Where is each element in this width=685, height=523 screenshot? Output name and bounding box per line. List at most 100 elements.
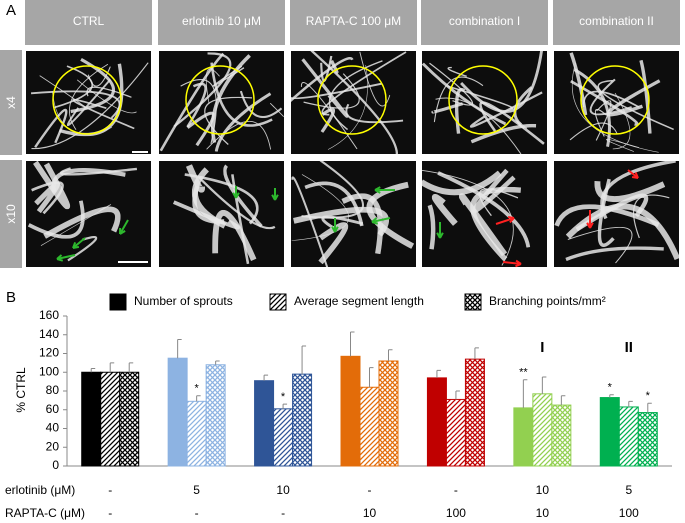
frame — [157, 159, 286, 269]
vessel — [433, 104, 463, 112]
vessel — [421, 173, 499, 192]
vessel — [206, 69, 219, 104]
legend-label: Average segment length — [294, 294, 424, 308]
error-bar — [369, 367, 374, 388]
arrow-head — [271, 194, 279, 201]
vessel — [68, 237, 96, 260]
vessel — [294, 210, 386, 235]
roi-circle — [448, 65, 518, 135]
vessel — [322, 109, 334, 132]
arrow — [495, 217, 515, 225]
vessel — [216, 94, 270, 152]
y-tick-label: 0 — [52, 458, 59, 472]
vessel — [194, 186, 224, 221]
vessel — [290, 84, 382, 99]
arrow-head — [374, 186, 381, 194]
frame — [289, 159, 418, 269]
vessel — [572, 63, 659, 152]
bar — [426, 377, 447, 467]
column-header: erlotinib 10 μM — [182, 14, 261, 28]
arrow-head — [331, 226, 339, 233]
arrow-head — [56, 254, 64, 262]
vessel — [595, 109, 606, 136]
group-label: I — [540, 339, 544, 356]
vessel — [181, 80, 217, 144]
error-bar — [282, 403, 288, 409]
vessel — [71, 59, 114, 111]
vessel — [292, 174, 349, 240]
vessel — [577, 196, 646, 230]
vessel — [328, 65, 368, 150]
roi-circle — [185, 65, 255, 135]
column-header-bg — [158, 0, 285, 45]
vessel — [232, 174, 248, 264]
row-header: x4 — [4, 96, 18, 109]
treatment-value: 5 — [193, 483, 200, 497]
vessel — [332, 61, 337, 72]
bar — [100, 371, 121, 467]
y-tick-label: 80 — [46, 383, 60, 397]
vessel — [436, 98, 521, 154]
vessel — [185, 174, 258, 223]
vessel — [591, 79, 632, 114]
vessel — [598, 81, 673, 130]
error-bar — [301, 345, 307, 375]
y-tick-label: 120 — [39, 346, 59, 360]
vessel — [36, 184, 58, 212]
vessel — [435, 197, 455, 224]
y-tick-label: 60 — [46, 402, 60, 416]
bar — [513, 407, 534, 467]
vessel — [613, 93, 630, 149]
treatment-value: 10 — [536, 483, 550, 497]
bar — [551, 404, 572, 467]
vessel — [292, 177, 327, 268]
significance: * — [646, 390, 651, 402]
roi-circle — [580, 65, 650, 135]
error-bar — [541, 376, 547, 394]
legend-label: Number of sprouts — [134, 294, 233, 308]
column-header-bg — [290, 0, 417, 45]
bar — [186, 400, 207, 467]
treatment-value: - — [454, 483, 458, 497]
bar — [340, 355, 361, 467]
error-bar — [609, 394, 614, 398]
treatment-value: 10 — [536, 506, 550, 520]
group-label: II — [625, 339, 633, 356]
legend-label: Branching points/mm² — [489, 294, 606, 308]
vessel — [32, 182, 63, 213]
vessel — [270, 103, 283, 116]
vessel — [301, 82, 357, 149]
panel-label: A — [6, 2, 16, 19]
vessel — [429, 63, 472, 105]
vessel — [45, 209, 118, 236]
bar — [292, 373, 313, 467]
panel-a: x4 x10 CTRL erlotinib 10 μM RAPTA-C 100 μM co… — [0, 0, 681, 269]
y-axis-title: % CTRL — [14, 367, 28, 413]
bar — [273, 408, 294, 467]
arrow — [119, 219, 129, 235]
frame — [420, 159, 549, 269]
treatment-value: 5 — [625, 483, 632, 497]
column-header: CTRL — [73, 14, 105, 28]
vessel — [571, 53, 585, 115]
legend-swatch — [269, 293, 287, 311]
column-header: RAPTA-C 100 μM — [306, 14, 401, 28]
vessel — [423, 64, 506, 124]
error-bar — [474, 347, 479, 360]
error-bar — [263, 374, 269, 381]
bar — [359, 386, 380, 467]
significance: * — [608, 382, 613, 394]
y-tick-label: 140 — [39, 327, 59, 341]
legend-swatch — [109, 293, 127, 311]
treatment-value: - — [195, 506, 199, 520]
vessel — [566, 248, 664, 259]
arrow-head — [119, 227, 126, 235]
bar — [618, 406, 639, 467]
bar — [119, 371, 140, 467]
row-header-bg — [0, 160, 22, 268]
error-bar — [90, 368, 96, 373]
arrow-head — [507, 215, 515, 224]
roi-circle — [52, 65, 122, 135]
